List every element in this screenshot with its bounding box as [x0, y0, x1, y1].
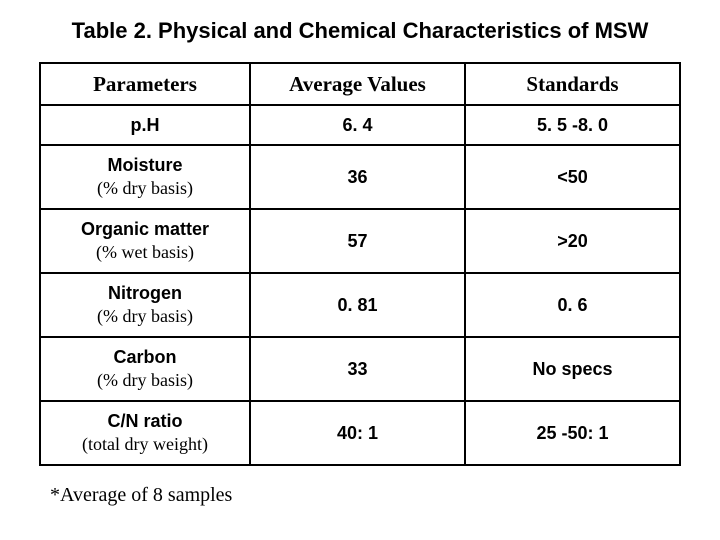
param-cell: Nitrogen (% dry basis) [40, 273, 250, 337]
param-sub: (% wet basis) [96, 242, 194, 262]
param-name: Organic matter [81, 219, 209, 239]
param-sub: (% dry basis) [97, 306, 193, 326]
footnote: *Average of 8 samples [50, 484, 690, 507]
param-sub: (% dry basis) [97, 370, 193, 390]
table-row: Moisture (% dry basis) 36 <50 [40, 145, 680, 209]
table-row: Nitrogen (% dry basis) 0. 81 0. 6 [40, 273, 680, 337]
table-row: Carbon (% dry basis) 33 No specs [40, 337, 680, 401]
avg-cell: 40: 1 [250, 401, 465, 465]
std-cell: 0. 6 [465, 273, 680, 337]
msw-table: Parameters Average Values Standards p.H … [39, 62, 681, 466]
param-cell: C/N ratio (total dry weight) [40, 401, 250, 465]
table-row: Organic matter (% wet basis) 57 >20 [40, 209, 680, 273]
std-cell: 5. 5 -8. 0 [465, 105, 680, 145]
avg-cell: 0. 81 [250, 273, 465, 337]
param-name: Carbon [114, 347, 177, 367]
std-cell: >20 [465, 209, 680, 273]
param-cell: Organic matter (% wet basis) [40, 209, 250, 273]
param-name: C/N ratio [107, 411, 182, 431]
col-standards: Standards [465, 63, 680, 105]
std-cell: 25 -50: 1 [465, 401, 680, 465]
table-title: Table 2. Physical and Chemical Character… [30, 18, 690, 44]
table-row: p.H 6. 4 5. 5 -8. 0 [40, 105, 680, 145]
param-cell: p.H [40, 105, 250, 145]
avg-cell: 6. 4 [250, 105, 465, 145]
param-sub: (% dry basis) [97, 178, 193, 198]
table-header-row: Parameters Average Values Standards [40, 63, 680, 105]
page: Table 2. Physical and Chemical Character… [0, 0, 720, 507]
avg-cell: 36 [250, 145, 465, 209]
param-name: p.H [131, 115, 160, 135]
avg-cell: 57 [250, 209, 465, 273]
param-sub: (total dry weight) [82, 434, 208, 454]
param-cell: Carbon (% dry basis) [40, 337, 250, 401]
std-cell: No specs [465, 337, 680, 401]
param-cell: Moisture (% dry basis) [40, 145, 250, 209]
col-parameters: Parameters [40, 63, 250, 105]
param-name: Nitrogen [108, 283, 182, 303]
param-name: Moisture [107, 155, 182, 175]
std-cell: <50 [465, 145, 680, 209]
avg-cell: 33 [250, 337, 465, 401]
col-average-values: Average Values [250, 63, 465, 105]
table-row: C/N ratio (total dry weight) 40: 1 25 -5… [40, 401, 680, 465]
